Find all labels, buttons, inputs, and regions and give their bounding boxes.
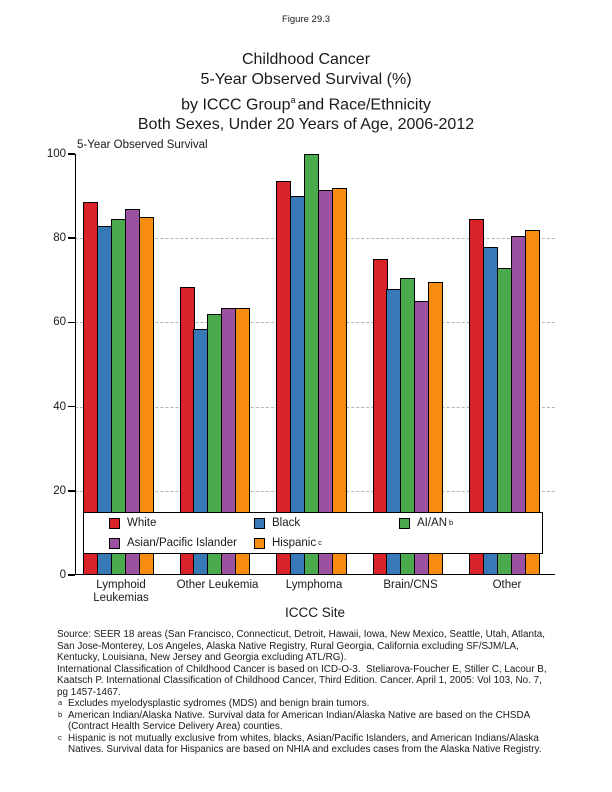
footnote-c-line: Hispanic is not mutually exclusive from …	[68, 732, 539, 744]
x-label-line: Leukemias	[93, 592, 149, 604]
x-label-lymphoma: Lymphoma	[249, 579, 379, 592]
y-tick-80	[68, 237, 75, 239]
y-tick-60	[68, 321, 75, 324]
legend-label-white: White	[127, 517, 157, 529]
footnote-b: b American Indian/Alaska Native. Survival…	[57, 710, 573, 733]
legend-swatch-ai-an	[399, 517, 410, 529]
footnote-b-line: American Indian/Alaska Native. Survival …	[68, 709, 531, 721]
y-tick-label-60: 60	[53, 316, 66, 329]
legend-label-black: Black	[272, 517, 301, 529]
footnote-marker-a: a	[58, 698, 63, 707]
footnote-a: a Excludes myelodysplastic sydromes (MDS)…	[57, 698, 573, 710]
legend-footnote-marker-c: c	[318, 537, 322, 547]
x-label-line: Other	[492, 579, 522, 591]
legend-item-hispanic: Hispanic c	[254, 537, 399, 549]
title-line-2: 5-Year Observed Survival (%)	[200, 71, 412, 88]
bar-hispanic-other	[524, 229, 540, 575]
footnote-c-line: Natives. Survival data for Hispanics are…	[68, 744, 542, 755]
y-tick-label-0: 0	[59, 569, 66, 581]
y-tick-20	[68, 490, 75, 492]
chart-title: Childhood Cancer 5-Year Observed Surviva…	[0, 50, 612, 135]
bar-group-lymphoma	[276, 154, 347, 575]
bar-hispanic-lymphoid-leukemias	[138, 217, 154, 575]
footnote-source-line-4: International Classification of Childhoo…	[57, 663, 547, 675]
footnote-marker-b: b	[58, 709, 63, 719]
y-tick-100	[68, 153, 75, 155]
x-label-other: Other	[442, 579, 572, 592]
legend-item-ai-an: AI/AN b	[399, 517, 542, 529]
footnote-source-line-3: Kentucky, Louisiana, New Jersey and Geor…	[57, 652, 347, 663]
legend-swatch-asian-pacific-islander	[109, 537, 120, 549]
x-label-other-leukemia: Other Leukemia	[153, 579, 283, 592]
footnote-marker-c: c	[58, 732, 62, 742]
footnotes: Source: SEER 18 areas (San Francisco, Co…	[57, 629, 573, 756]
footnote-source-line-5: Kaatsch P. International Classification …	[57, 675, 542, 686]
y-tick-0	[68, 574, 75, 576]
title-line-3: by ICCC Groupa and Race/Ethnicity	[0, 90, 612, 115]
footnote-c: c Hispanic is not mutually exclusive from…	[57, 733, 573, 756]
footnote-source-line-6: pg 1457-1467.	[57, 686, 121, 698]
legend-label-ai-an: AI/AN	[417, 517, 448, 529]
x-label-line: Brain/CNS	[383, 579, 438, 591]
bar-group-brain-cns	[372, 154, 444, 575]
y-tick-label-80: 80	[53, 232, 66, 245]
bar-group-lymphoid-leukemias	[83, 154, 154, 575]
legend-swatch-hispanic	[254, 537, 265, 549]
bar-hispanic-other-leukemia	[235, 307, 251, 575]
title-line-3-text-after: and Race/Ethnicity	[297, 96, 431, 114]
y-tick-label-40: 40	[53, 400, 66, 413]
x-label-lymphoid-leukemias: Lymphoid Leukemias	[56, 579, 186, 605]
title-line-1: Childhood Cancer	[241, 51, 371, 68]
bar-group-other	[469, 154, 540, 575]
legend-item-white: White	[109, 517, 254, 529]
footnote-b-line: (Contract Health Service Delivery Area) …	[68, 721, 283, 732]
x-label-line: Other Leukemia	[176, 579, 259, 591]
x-label-line: Lymphoid	[96, 579, 146, 591]
x-label-line: Lymphoma	[285, 579, 343, 591]
y-tick-label-20: 20	[53, 484, 66, 497]
x-label-brain-cns: Brain/CNS	[346, 579, 476, 592]
y-axis-title: 5-Year Observed Survival	[77, 139, 208, 151]
legend: White Black AI/AN b Asian/Pacific Islander Hi…	[83, 512, 543, 554]
bar-group-other-leukemia	[179, 154, 251, 575]
legend-swatch-white	[109, 517, 120, 529]
y-tick-label-100: 100	[46, 148, 66, 160]
legend-item-black: Black	[254, 517, 399, 529]
footnote-source-line-2: San Jose-Monterey, Los Angeles, Alaska N…	[57, 640, 519, 652]
bar-hispanic-lymphoma	[331, 187, 347, 575]
legend-swatch-black	[254, 517, 265, 529]
figure-label: Figure 29.3	[281, 14, 331, 25]
title-line-4: Both Sexes, Under 20 Years of Age, 2006-…	[137, 116, 475, 134]
bar-hispanic-brain-cns	[428, 282, 444, 575]
legend-footnote-marker-b: b	[449, 517, 454, 527]
legend-item-asian-pacific-islander: Asian/Pacific Islander	[109, 537, 254, 549]
y-tick-40	[68, 405, 75, 408]
title-line-3-text: by ICCC Group	[181, 96, 291, 114]
legend-label-hispanic: Hispanic	[272, 537, 317, 549]
footnote-a-line: Excludes myelodysplastic sydromes (MDS) …	[68, 698, 370, 709]
footnote-source-line-1: Source: SEER 18 areas (San Francisco, Co…	[57, 629, 545, 640]
x-axis-title: ICCC Site	[284, 605, 345, 620]
legend-label-asian-pacific-islander: Asian/Pacific Islander	[127, 537, 237, 549]
title-footnote-marker-a: a	[290, 95, 296, 105]
